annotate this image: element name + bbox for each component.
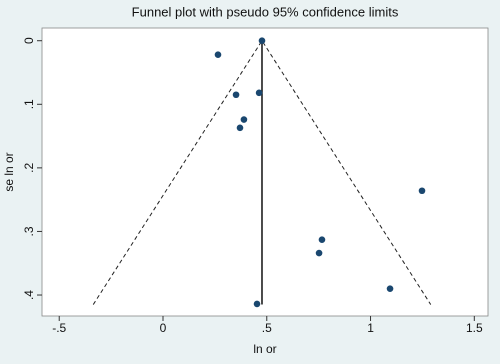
y-tick-label: .4 — [22, 290, 36, 300]
chart-title: Funnel plot with pseudo 95% confidence l… — [132, 4, 399, 19]
plot-area — [41, 27, 489, 317]
point — [240, 116, 248, 123]
y-tick-label: 0 — [22, 37, 36, 44]
x-tick-label: .5 — [262, 321, 272, 335]
point — [232, 91, 240, 99]
y-tick-label: .1 — [22, 99, 36, 109]
x-tick-label: 1.5 — [466, 321, 483, 335]
y-axis-title: se ln or — [2, 152, 16, 191]
point — [255, 89, 263, 97]
point — [236, 124, 244, 132]
y-tick-label: .2 — [22, 163, 36, 173]
x-axis-title: ln or — [253, 342, 276, 356]
point — [315, 249, 323, 257]
point — [386, 285, 394, 292]
confidence-limits — [92, 39, 432, 305]
x-tick-label: 0 — [160, 321, 167, 335]
y-tick-label: .3 — [22, 226, 36, 236]
point — [214, 51, 222, 59]
point — [418, 187, 426, 195]
point — [253, 300, 261, 308]
x-tick-label: -.5 — [52, 321, 66, 335]
point — [258, 37, 266, 45]
x-tick-label: 1 — [367, 321, 374, 335]
point — [318, 236, 326, 244]
